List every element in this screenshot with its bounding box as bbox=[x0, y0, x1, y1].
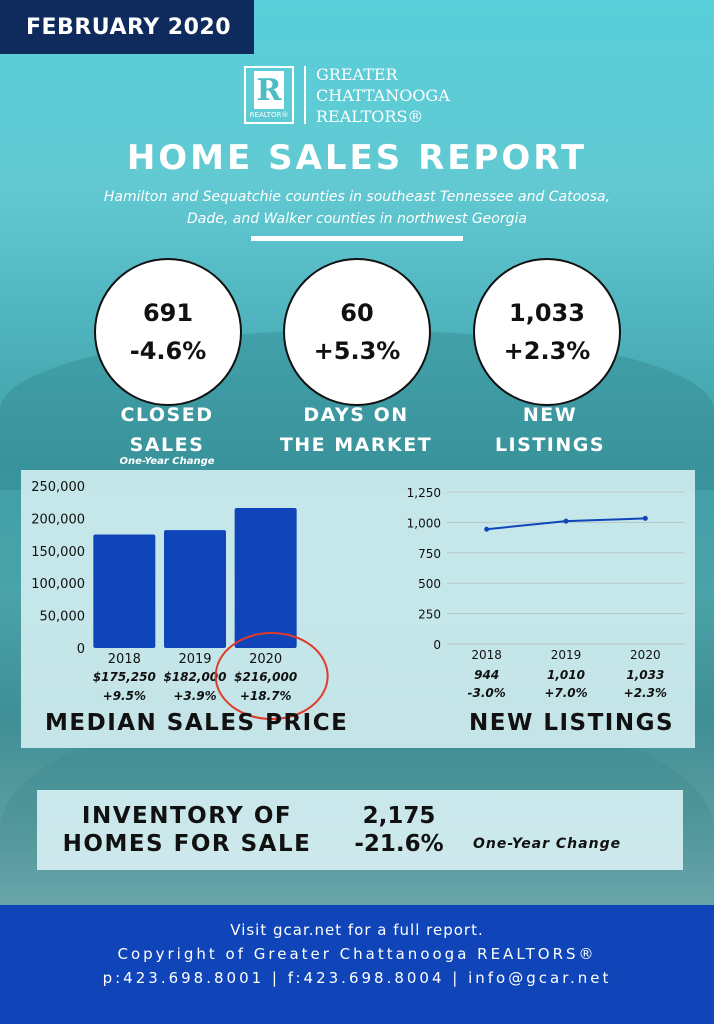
listings-y-tick-label: 500 bbox=[418, 577, 441, 591]
new-listings-value: 1,033 bbox=[509, 299, 585, 327]
price-y-tick-label: 0 bbox=[77, 642, 85, 657]
new-listings-heading: NEW LISTINGS bbox=[469, 710, 675, 736]
charts-panel: 0 50,000 100,000 150,000 200,000 250,000 2018 $… bbox=[21, 470, 695, 748]
listings-value-label: 944 bbox=[474, 668, 499, 682]
price-value-label: $175,250 bbox=[93, 670, 156, 684]
logo-line-2: CHATTANOOGA bbox=[316, 85, 450, 105]
listings-point bbox=[642, 515, 648, 521]
price-change-label: +3.9% bbox=[173, 689, 216, 703]
listings-value-label: 1,033 bbox=[626, 668, 664, 682]
days-on-market-circle: 60 +5.3% bbox=[283, 258, 431, 406]
inventory-count: 2,175 bbox=[362, 803, 436, 829]
subtitle-line-2: Dade, and Walker counties in northwest G… bbox=[187, 211, 527, 227]
price-y-tick-label: 50,000 bbox=[40, 610, 86, 625]
listings-y-tick-label: 250 bbox=[418, 608, 441, 622]
new-listings-circle: 1,033 +2.3% bbox=[473, 258, 621, 406]
price-y-tick-label: 100,000 bbox=[31, 577, 85, 592]
report-subtitle: Hamilton and Sequatchie counties in sout… bbox=[40, 186, 674, 230]
gcar-logo: R REALTOR® GREATER CHATTANOOGA REALTORS® bbox=[244, 64, 450, 126]
charts-svg: 0 50,000 100,000 150,000 200,000 250,000 2018 $… bbox=[31, 480, 685, 720]
inventory-note: One-Year Change bbox=[473, 836, 622, 852]
footer-report-link[interactable]: Visit gcar.net for a full report. bbox=[230, 921, 484, 939]
logo-divider bbox=[304, 66, 306, 124]
inventory-label-1: INVENTORY OF bbox=[81, 803, 293, 829]
listings-change-label: -3.0% bbox=[468, 686, 506, 700]
median-sales-price-heading: MEDIAN SALES PRICE bbox=[45, 710, 349, 736]
price-y-tick-label: 150,000 bbox=[31, 545, 85, 560]
realtor-mark-caption: REALTOR® bbox=[249, 111, 289, 119]
listings-x-tick-label: 2020 bbox=[630, 648, 661, 662]
price-x-tick-label: 2020 bbox=[249, 652, 282, 667]
days-on-market-label-2: THE MARKET bbox=[279, 434, 433, 456]
closed-sales-value: 691 bbox=[142, 299, 194, 327]
inventory-panel: INVENTORY OF HOMES FOR SALE 2,175 -21.6%… bbox=[37, 790, 683, 870]
listings-change-label: +7.0% bbox=[544, 686, 587, 700]
closed-sales-change: -4.6% bbox=[129, 337, 207, 365]
new-listings-label-2: LISTINGS bbox=[494, 434, 606, 456]
days-on-market-label: DAYS ON THE MARKET bbox=[271, 400, 441, 460]
listings-x-tick-label: 2019 bbox=[551, 648, 582, 662]
new-listings-change: +2.3% bbox=[503, 337, 591, 365]
listings-value-label: 1,010 bbox=[547, 668, 585, 682]
one-year-change-note: One-Year Change bbox=[119, 456, 215, 467]
new-listings-label-1: NEW bbox=[522, 404, 578, 426]
days-on-market-label-1: DAYS ON bbox=[303, 404, 409, 426]
realtor-mark-icon: R REALTOR® bbox=[244, 66, 294, 124]
listings-point bbox=[563, 518, 569, 524]
inventory-change: -21.6% bbox=[354, 831, 444, 857]
days-on-market-value: 60 bbox=[340, 299, 374, 327]
listings-y-tick-label: 750 bbox=[418, 547, 441, 561]
closed-sales-label-1: CLOSED bbox=[120, 404, 214, 426]
price-x-tick-label: 2019 bbox=[178, 652, 211, 667]
subtitle-line-1: Hamilton and Sequatchie counties in sout… bbox=[103, 189, 611, 205]
closed-sales-label-2: SALES bbox=[129, 434, 205, 456]
listings-y-tick-label: 1,000 bbox=[407, 516, 441, 530]
closed-sales-label: CLOSED SALES bbox=[82, 400, 252, 460]
price-value-label: $216,000 bbox=[234, 670, 297, 684]
logo-wordmark: GREATER CHATTANOOGA REALTORS® bbox=[316, 64, 450, 127]
price-x-tick-label: 2018 bbox=[108, 652, 141, 667]
price-bar bbox=[164, 530, 226, 648]
listings-y-tick-label: 0 bbox=[433, 638, 441, 652]
realtor-r-letter: R bbox=[254, 71, 284, 109]
price-change-label: +9.5% bbox=[103, 689, 146, 703]
days-on-market-change: +5.3% bbox=[313, 337, 401, 365]
report-title: HOME SALES REPORT bbox=[126, 138, 588, 178]
new-listings-label: NEW LISTINGS bbox=[465, 400, 635, 460]
footer: Visit gcar.net for a full report. Copyri… bbox=[0, 905, 714, 1024]
logo-line-3: REALTORS® bbox=[316, 106, 424, 126]
closed-sales-circle: 691 -4.6% bbox=[94, 258, 242, 406]
price-bar bbox=[93, 534, 156, 648]
inventory-label-2: HOMES FOR SALE bbox=[62, 831, 312, 857]
highlight-circle-icon bbox=[214, 632, 329, 720]
price-y-tick-label: 200,000 bbox=[31, 512, 85, 527]
report-period-tag: FEBRUARY 2020 bbox=[0, 0, 254, 54]
listings-y-tick-label: 1,250 bbox=[407, 486, 441, 500]
footer-contact[interactable]: p:423.698.8001 | f:423.698.8004 | info@g… bbox=[102, 969, 612, 987]
price-change-label: +18.7% bbox=[240, 689, 292, 703]
inventory-value: 2,175 -21.6% bbox=[339, 802, 459, 858]
title-underline bbox=[251, 236, 463, 241]
listings-x-tick-label: 2018 bbox=[471, 648, 502, 662]
listings-change-label: +2.3% bbox=[624, 686, 667, 700]
price-value-label: $182,000 bbox=[163, 670, 226, 684]
price-y-tick-label: 250,000 bbox=[31, 480, 85, 495]
inventory-label: INVENTORY OF HOMES FOR SALE bbox=[57, 802, 317, 858]
listings-point bbox=[484, 526, 490, 532]
footer-copyright: Copyright of Greater Chattanooga REALTOR… bbox=[117, 945, 597, 963]
price-bar bbox=[234, 508, 297, 648]
logo-line-1: GREATER bbox=[316, 64, 398, 84]
